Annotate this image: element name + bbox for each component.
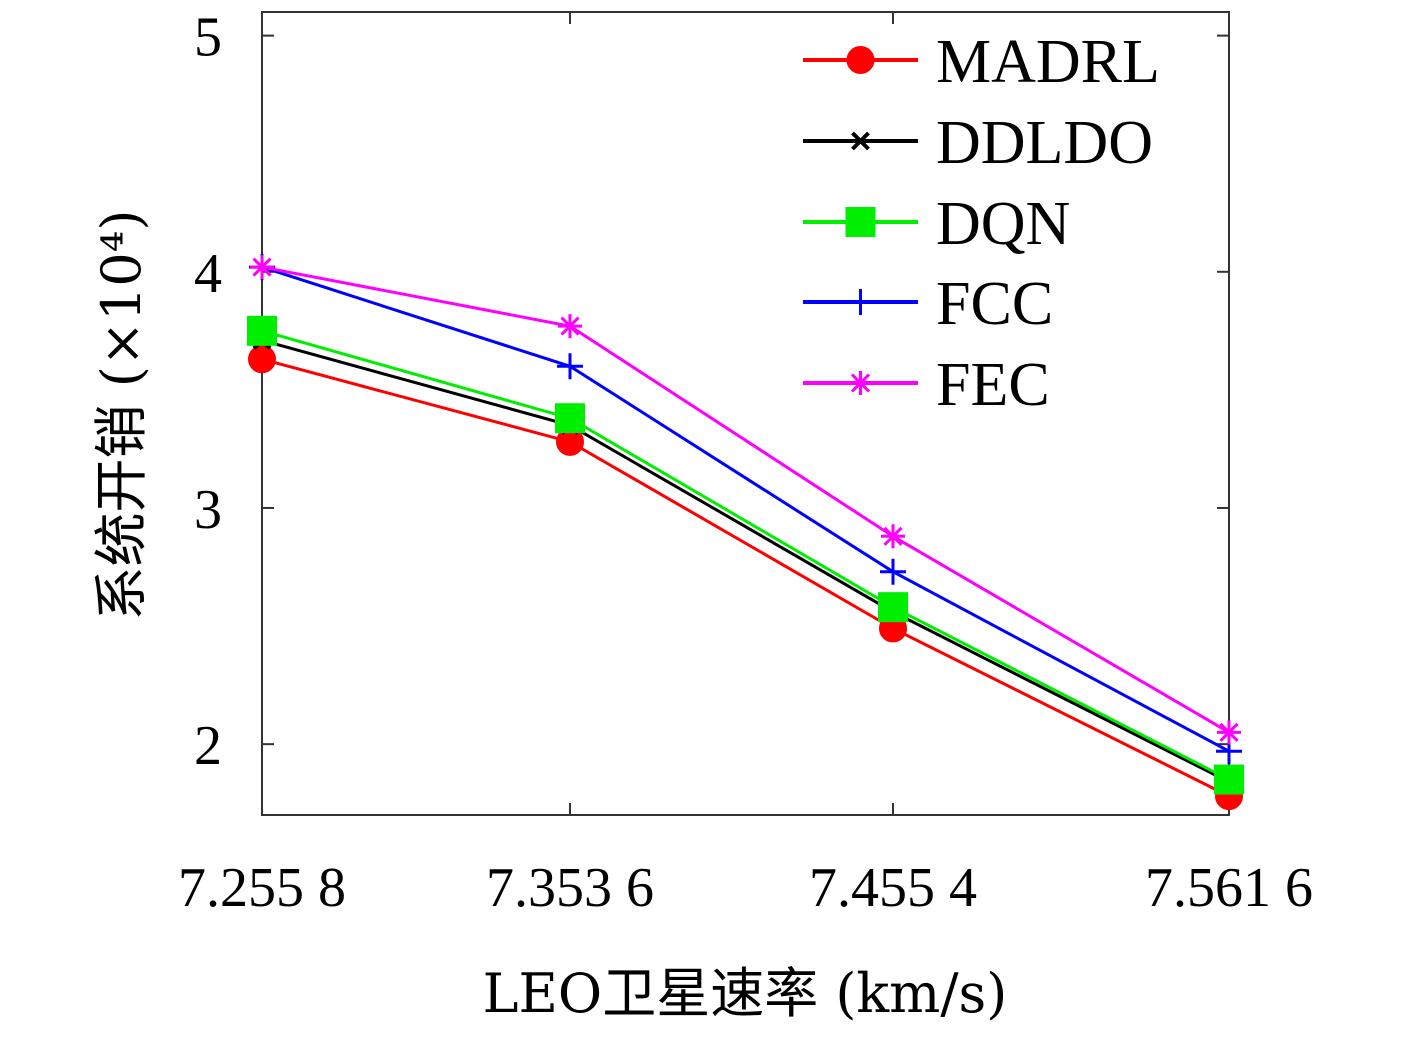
series-dqn [247,315,1244,795]
x-axis-title: LEO卫星速率 (km/s) [483,962,1008,1025]
series-line [261,338,1230,784]
series-line [261,357,1230,798]
data-point [557,353,583,380]
data-point [247,315,277,346]
y-tick-label: 3 [194,479,222,541]
legend-item-dqn: DQN [803,190,1070,258]
y-axis-title: 系统开销 (×10⁴) [90,210,153,621]
series-madrl [248,345,1243,811]
series-ddldo [252,330,1239,792]
data-point [1217,720,1241,745]
data-point [558,314,582,339]
data-point [1214,764,1244,795]
legend-item-fcc: FCC [803,270,1053,338]
legend-marker [851,131,870,151]
series-fec [250,255,1241,745]
series-fcc [249,254,1242,765]
series-line [261,329,1230,781]
data-point [555,403,585,434]
data-point [881,524,905,549]
x-tick-label: 7.561 6 [1145,857,1313,919]
y-tick-label: 2 [194,715,222,777]
legend-item-madrl: MADRL [803,28,1160,96]
data-point [880,558,906,585]
series-lines [247,254,1244,811]
legend-label: MADRL [936,28,1160,96]
y-tick-label: 4 [194,243,222,305]
legend-marker [848,371,873,395]
legend-marker [845,207,876,237]
legend-label: DDLDO [936,109,1153,177]
x-tick-label: 7.255 8 [178,857,346,919]
legend: MADRL DDLDO DQN FCC FEC [803,28,1160,419]
legend-marker [846,46,875,74]
y-tick-label: 5 [194,7,222,69]
legend-label: FEC [936,351,1050,419]
legend-item-ddldo: DDLDO [803,109,1153,177]
legend-label: DQN [936,190,1070,258]
x-tick-label: 7.353 6 [486,857,654,919]
series-line [261,265,1230,734]
data-point [250,255,274,280]
data-point [878,592,908,623]
data-point [248,345,276,374]
plot-frame [261,11,1230,816]
legend-item-fec: FEC [803,351,1050,419]
legend-label: FCC [936,270,1053,338]
x-tick-label: 7.455 4 [809,857,977,919]
legend-marker [847,289,874,315]
series-line [261,265,1230,753]
axes: 2 3 4 5 7.255 8 7.353 6 7.455 4 7.561 6 [178,7,1313,919]
